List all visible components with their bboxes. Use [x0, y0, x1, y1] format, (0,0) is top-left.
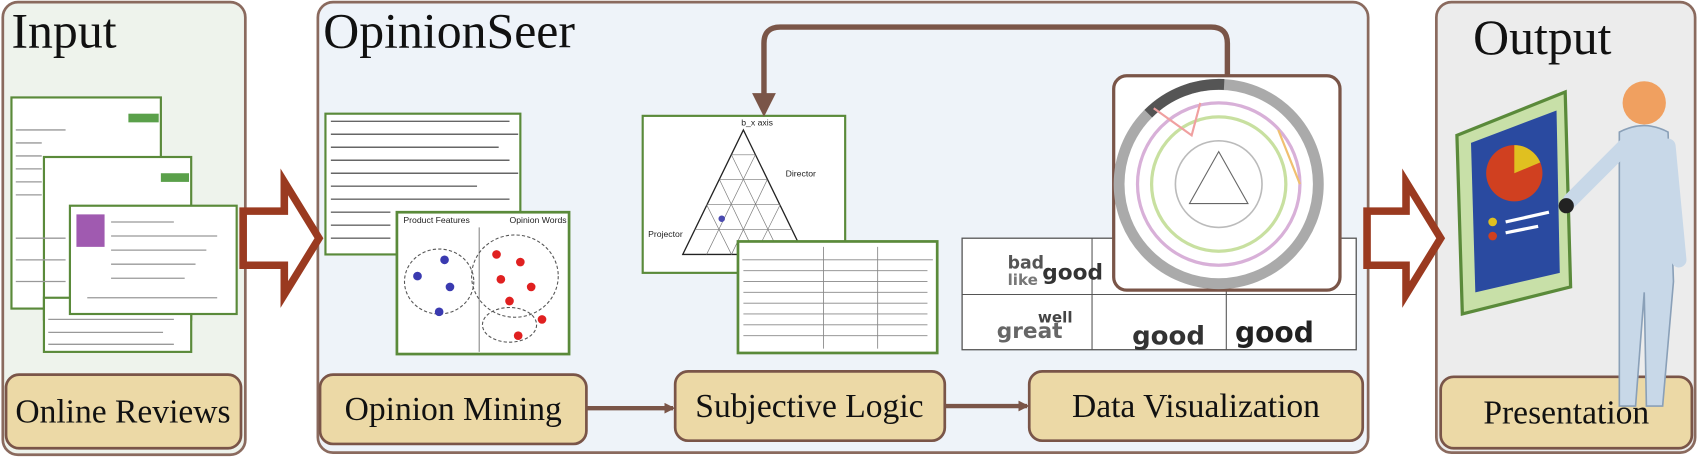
panel-title: Output: [1473, 10, 1611, 65]
step-box: [4, 373, 243, 450]
step-label: Data Visualization: [1072, 388, 1320, 425]
cloud-word: well: [1038, 309, 1073, 327]
panel-title: Input: [11, 4, 116, 59]
radial-vis-thumbnail: [1112, 74, 1342, 292]
thumb-label: Projector: [648, 229, 683, 239]
thumb-label: Opinion Words: [510, 215, 568, 225]
feedback-arrow: [752, 24, 1231, 117]
flow-arrow: [239, 168, 324, 308]
cloud-word: good: [1235, 316, 1314, 349]
review-thumbnails: [10, 96, 238, 353]
step-label: Opinion Mining: [345, 391, 562, 428]
thumb-label: Product Features: [403, 215, 470, 225]
flow-arrow: [1363, 168, 1446, 308]
feature-graph-thumbnail: Product Features Opinion Words: [395, 210, 571, 356]
cloud-word: good: [1042, 260, 1103, 285]
cloud-word: bad: [1008, 254, 1044, 274]
presenter-icon: [1455, 81, 1687, 407]
step-label: Subjective Logic: [695, 388, 923, 425]
cloud-word: like: [1008, 271, 1038, 289]
cloud-word: good: [1132, 321, 1205, 351]
thumb-label: Director: [786, 168, 816, 178]
panel-title: OpinionSeer: [323, 4, 575, 59]
logic-table-thumbnail: [736, 240, 939, 355]
cloud-word: great: [997, 319, 1063, 344]
thumb-label: b_x axis: [741, 118, 773, 128]
step-label: Online Reviews: [15, 393, 230, 430]
